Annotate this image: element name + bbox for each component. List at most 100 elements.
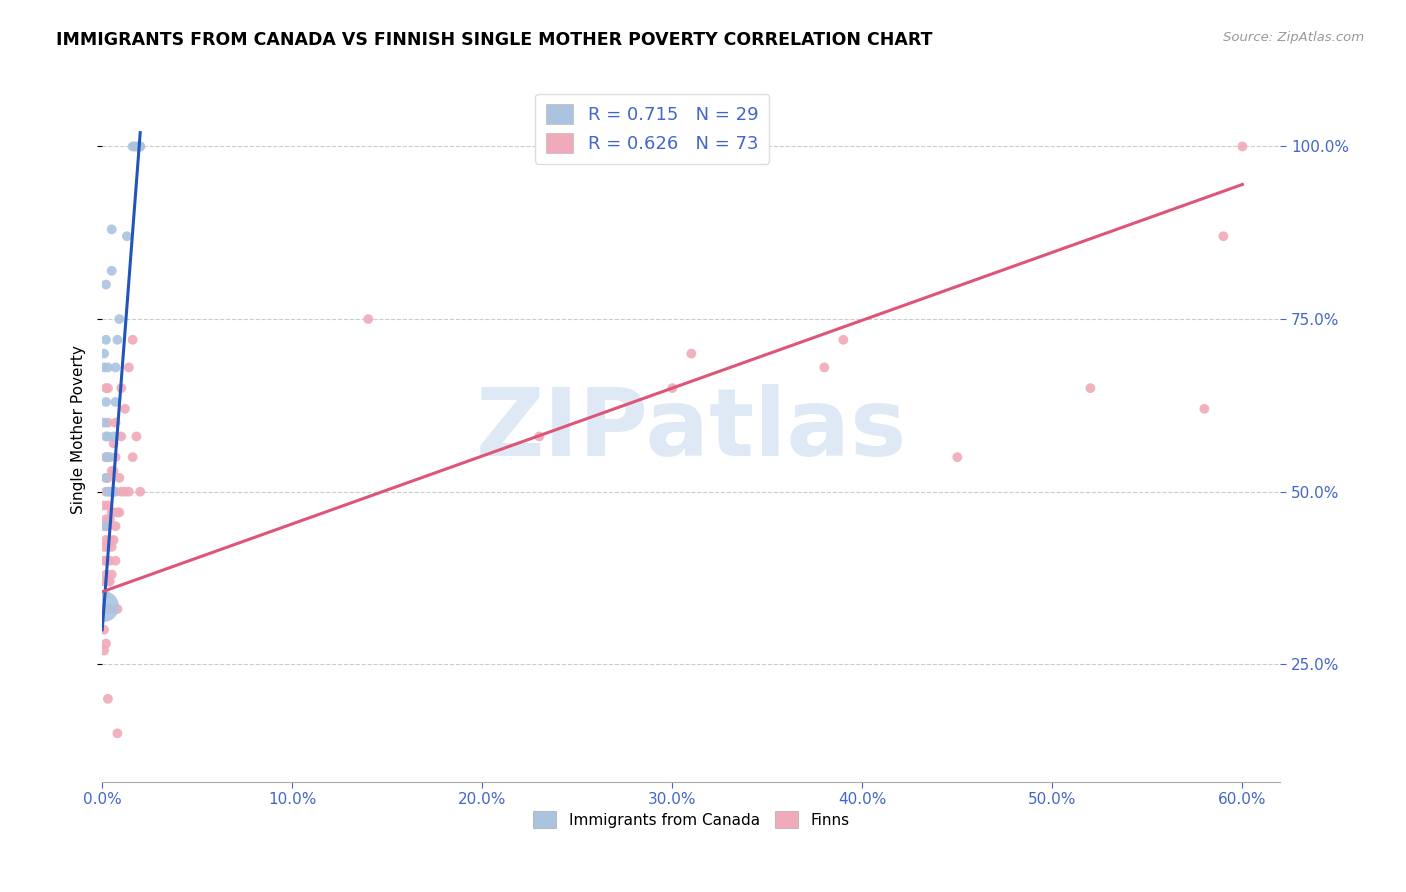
Point [121, 139, 143, 153]
Point [125, 429, 148, 443]
Point [114, 401, 136, 416]
Point [94, 471, 117, 485]
Point [121, 450, 143, 465]
Point [97, 416, 120, 430]
Point [118, 360, 141, 375]
Point [107, 602, 129, 616]
Point [97, 602, 120, 616]
Point [98, 533, 121, 547]
Text: ZIPatlas: ZIPatlas [475, 384, 907, 475]
Point [97, 450, 120, 465]
Point [104, 416, 127, 430]
Point [97, 540, 120, 554]
Point [357, 312, 380, 326]
Legend: Immigrants from Canada, Finns: Immigrants from Canada, Finns [527, 805, 855, 834]
Point [103, 464, 125, 478]
Point [118, 484, 141, 499]
Point [108, 312, 131, 326]
Point [107, 333, 129, 347]
Point [100, 484, 122, 499]
Point [94, 450, 117, 465]
Point [103, 484, 125, 499]
Point [94, 567, 117, 582]
Point [94, 277, 117, 292]
Point [94, 602, 117, 616]
Text: IMMIGRANTS FROM CANADA VS FINNISH SINGLE MOTHER POVERTY CORRELATION CHART: IMMIGRANTS FROM CANADA VS FINNISH SINGLE… [56, 31, 932, 49]
Point [107, 726, 129, 740]
Point [93, 588, 115, 602]
Point [104, 519, 127, 533]
Point [97, 381, 120, 395]
Point [103, 533, 125, 547]
Point [94, 512, 117, 526]
Point [94, 333, 117, 347]
Point [93, 519, 115, 533]
Point [103, 429, 125, 443]
Point [103, 505, 125, 519]
Point [104, 395, 127, 409]
Point [97, 691, 120, 706]
Point [97, 429, 120, 443]
Point [110, 429, 132, 443]
Point [108, 505, 131, 519]
Point [94, 554, 117, 568]
Point [1232, 139, 1254, 153]
Point [661, 381, 683, 395]
Point [94, 429, 117, 443]
Point [104, 450, 127, 465]
Point [104, 554, 127, 568]
Point [97, 574, 120, 589]
Point [529, 429, 551, 443]
Point [110, 484, 132, 499]
Point [813, 360, 835, 375]
Point [94, 471, 117, 485]
Point [1080, 381, 1102, 395]
Point [104, 360, 127, 375]
Point [97, 519, 120, 533]
Point [100, 222, 122, 236]
Point [108, 471, 131, 485]
Point [681, 346, 703, 360]
Text: Source: ZipAtlas.com: Source: ZipAtlas.com [1223, 31, 1364, 45]
Point [98, 602, 121, 616]
Point [98, 484, 121, 499]
Point [127, 139, 149, 153]
Point [1194, 401, 1216, 416]
Point [93, 540, 115, 554]
Point [104, 484, 127, 499]
Point [94, 636, 117, 650]
Point [97, 484, 120, 499]
Point [100, 464, 122, 478]
Point [93, 416, 115, 430]
Point [98, 512, 121, 526]
Point [93, 499, 115, 513]
Point [107, 505, 129, 519]
Point [98, 574, 121, 589]
Point [1212, 229, 1234, 244]
Point [93, 360, 115, 375]
Point [93, 574, 115, 589]
Point [946, 450, 969, 465]
Point [129, 484, 152, 499]
Point [97, 471, 120, 485]
Point [103, 436, 125, 450]
Point [100, 264, 122, 278]
Point [129, 139, 152, 153]
Point [115, 229, 138, 244]
Point [100, 505, 122, 519]
Point [93, 623, 115, 637]
Point [94, 381, 117, 395]
Point [832, 333, 855, 347]
Point [94, 533, 117, 547]
Point [94, 519, 117, 533]
Point [93, 554, 115, 568]
Point [114, 484, 136, 499]
Point [97, 360, 120, 375]
Point [98, 450, 121, 465]
Point [94, 484, 117, 499]
Point [124, 139, 146, 153]
Y-axis label: Single Mother Poverty: Single Mother Poverty [72, 345, 86, 514]
Point [97, 499, 120, 513]
Point [110, 381, 132, 395]
Point [100, 540, 122, 554]
